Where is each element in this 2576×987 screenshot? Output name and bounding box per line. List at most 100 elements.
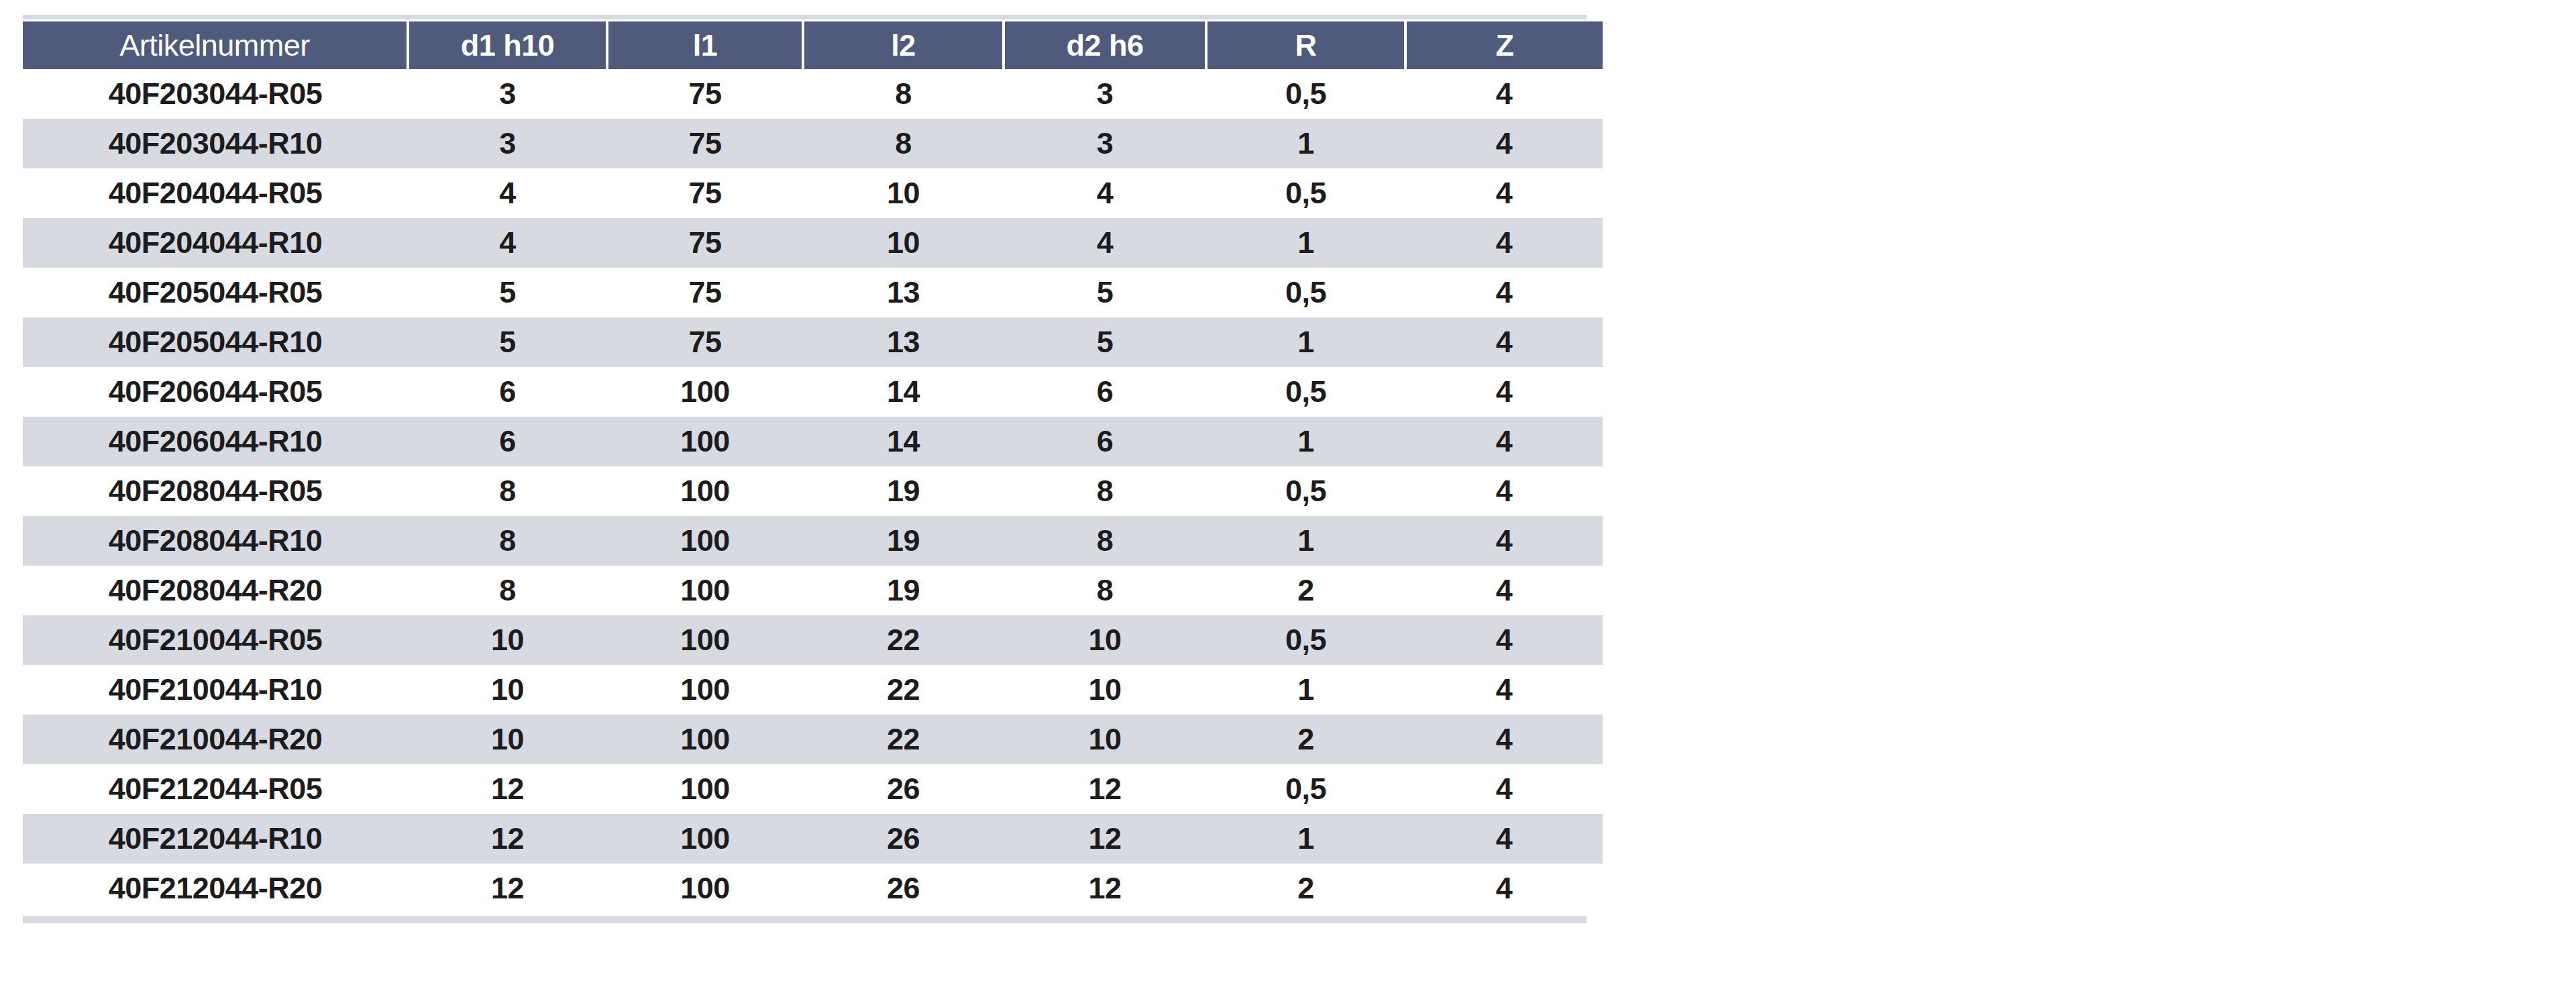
value-cell: 0,5 <box>1206 168 1405 218</box>
table-row: 40F210044-R051010022100,54 <box>23 615 1603 665</box>
article-number-cell: 40F212044-R10 <box>23 814 408 864</box>
value-cell: 1 <box>1206 516 1405 566</box>
value-cell: 1 <box>1206 814 1405 864</box>
table-row: 40F208044-R20810019824 <box>23 566 1603 615</box>
value-cell: 4 <box>1004 218 1206 268</box>
value-cell: 8 <box>1004 566 1206 615</box>
value-cell: 8 <box>1004 516 1206 566</box>
value-cell: 0,5 <box>1206 466 1405 516</box>
value-cell: 4 <box>1405 516 1603 566</box>
value-cell: 100 <box>607 417 803 466</box>
value-cell: 0,5 <box>1206 764 1405 814</box>
article-number-cell: 40F208044-R20 <box>23 566 408 615</box>
table-row: 40F205044-R055751350,54 <box>23 268 1603 317</box>
value-cell: 22 <box>803 665 1004 715</box>
value-cell: 8 <box>1004 466 1206 516</box>
article-number-cell: 40F205044-R10 <box>23 317 408 367</box>
value-cell: 10 <box>408 615 607 665</box>
value-cell: 5 <box>408 317 607 367</box>
table-row: 40F203044-R05375830,54 <box>23 69 1603 119</box>
value-cell: 26 <box>803 764 1004 814</box>
value-cell: 75 <box>607 119 803 168</box>
value-cell: 100 <box>607 665 803 715</box>
value-cell: 26 <box>803 814 1004 864</box>
value-cell: 10 <box>803 218 1004 268</box>
value-cell: 1 <box>1206 417 1405 466</box>
value-cell: 100 <box>607 516 803 566</box>
header-cell: Artikelnummer <box>23 21 408 69</box>
value-cell: 4 <box>1405 367 1603 417</box>
value-cell: 13 <box>803 268 1004 317</box>
article-number-cell: 40F205044-R05 <box>23 268 408 317</box>
value-cell: 0,5 <box>1206 268 1405 317</box>
value-cell: 5 <box>1004 317 1206 367</box>
value-cell: 3 <box>408 119 607 168</box>
header-cell: Z <box>1405 21 1603 69</box>
value-cell: 4 <box>1405 715 1603 764</box>
article-number-cell: 40F210044-R20 <box>23 715 408 764</box>
value-cell: 19 <box>803 516 1004 566</box>
article-number-cell: 40F203044-R05 <box>23 69 408 119</box>
table-row: 40F210044-R1010100221014 <box>23 665 1603 715</box>
value-cell: 0,5 <box>1206 69 1405 119</box>
value-cell: 1 <box>1206 665 1405 715</box>
value-cell: 10 <box>408 665 607 715</box>
value-cell: 14 <box>803 367 1004 417</box>
table-top-rule <box>23 15 1587 19</box>
value-cell: 4 <box>1405 814 1603 864</box>
value-cell: 75 <box>607 168 803 218</box>
value-cell: 26 <box>803 864 1004 913</box>
value-cell: 8 <box>803 69 1004 119</box>
value-cell: 4 <box>1405 615 1603 665</box>
value-cell: 100 <box>607 864 803 913</box>
value-cell: 12 <box>1004 764 1206 814</box>
value-cell: 4 <box>1405 69 1603 119</box>
article-number-cell: 40F210044-R10 <box>23 665 408 715</box>
value-cell: 4 <box>1004 168 1206 218</box>
value-cell: 4 <box>1405 566 1603 615</box>
value-cell: 10 <box>1004 665 1206 715</box>
value-cell: 4 <box>1405 168 1603 218</box>
value-cell: 5 <box>1004 268 1206 317</box>
table-row: 40F203044-R103758314 <box>23 119 1603 168</box>
value-cell: 2 <box>1206 715 1405 764</box>
value-cell: 2 <box>1206 566 1405 615</box>
article-number-cell: 40F210044-R05 <box>23 615 408 665</box>
table-body: 40F203044-R05375830,5440F203044-R1037583… <box>23 69 1603 913</box>
value-cell: 12 <box>408 764 607 814</box>
value-cell: 6 <box>1004 367 1206 417</box>
value-cell: 3 <box>1004 119 1206 168</box>
value-cell: 8 <box>408 516 607 566</box>
table-row: 40F212044-R051210026120,54 <box>23 764 1603 814</box>
table-bottom-rule <box>23 916 1587 923</box>
value-cell: 4 <box>408 168 607 218</box>
article-table: Artikelnummerd1 h10l1l2d2 h6RZ 40F203044… <box>23 21 1603 913</box>
value-cell: 8 <box>408 466 607 516</box>
table-row: 40F212044-R1012100261214 <box>23 814 1603 864</box>
product-spec-table: Artikelnummerd1 h10l1l2d2 h6RZ 40F203044… <box>23 15 1587 923</box>
value-cell: 12 <box>1004 814 1206 864</box>
value-cell: 4 <box>1405 665 1603 715</box>
value-cell: 6 <box>408 417 607 466</box>
value-cell: 13 <box>803 317 1004 367</box>
table-row: 40F208044-R0581001980,54 <box>23 466 1603 516</box>
value-cell: 3 <box>1004 69 1206 119</box>
value-cell: 10 <box>1004 615 1206 665</box>
article-number-cell: 40F206044-R05 <box>23 367 408 417</box>
value-cell: 19 <box>803 466 1004 516</box>
value-cell: 4 <box>1405 864 1603 913</box>
value-cell: 100 <box>607 367 803 417</box>
value-cell: 0,5 <box>1206 615 1405 665</box>
table-header: Artikelnummerd1 h10l1l2d2 h6RZ <box>23 21 1603 69</box>
header-cell: l1 <box>607 21 803 69</box>
value-cell: 4 <box>1405 417 1603 466</box>
article-number-cell: 40F208044-R10 <box>23 516 408 566</box>
value-cell: 5 <box>408 268 607 317</box>
table-row: 40F210044-R2010100221024 <box>23 715 1603 764</box>
article-number-cell: 40F208044-R05 <box>23 466 408 516</box>
value-cell: 4 <box>1405 466 1603 516</box>
value-cell: 75 <box>607 69 803 119</box>
value-cell: 100 <box>607 615 803 665</box>
value-cell: 1 <box>1206 218 1405 268</box>
value-cell: 6 <box>1004 417 1206 466</box>
